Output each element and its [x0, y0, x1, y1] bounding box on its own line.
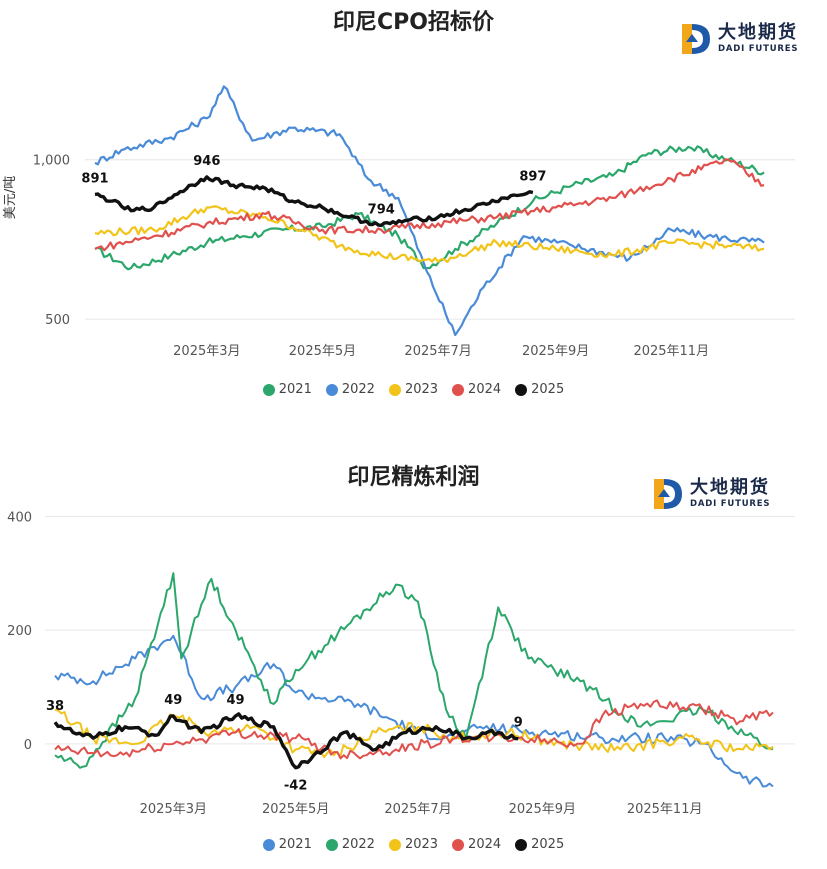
y-tick-label: 400 — [7, 510, 32, 525]
data-label: 9 — [514, 716, 523, 731]
legend-item-2021[interactable]: 2021 — [262, 382, 312, 397]
logo-cn-text: 大地期货 — [690, 477, 770, 499]
chart-title: 印尼精炼利润 — [347, 465, 480, 490]
series-line-2023 — [94, 205, 765, 264]
cpo-price-plot: 500 1,000 美元/吨 2025年3月 2025年5月 2025年7月 2025年9月… — [3, 85, 795, 359]
x-tick-label: 2025年3月 — [140, 802, 207, 817]
legend-label: 2023 — [404, 382, 439, 397]
legend-item-2023[interactable]: 2023 — [388, 837, 439, 852]
legend-item-2025[interactable]: 2025 — [515, 837, 564, 852]
x-tick-label: 2025年7月 — [404, 344, 471, 359]
logo-en-text: DADI FUTURES — [690, 499, 771, 510]
series-line-2025 — [53, 712, 519, 770]
legend-item-2022[interactable]: 2022 — [325, 837, 375, 852]
refining-margin-plot: 0 200 400 2025年3月 2025年5月 2025年7月 2025年9月 2025年… — [7, 510, 795, 817]
refining-margin-chart-panel: 印尼精炼利润 大地期货 DADI FUTURES 0 200 400 2025年3月 2… — [0, 445, 827, 869]
legend-label: 2024 — [468, 382, 502, 397]
series-line-2022 — [94, 85, 765, 337]
series-line-2024 — [94, 158, 765, 252]
legend-item-2025[interactable]: 2025 — [515, 382, 564, 397]
y-tick-label: 500 — [45, 313, 70, 328]
legend-label: 2023 — [404, 837, 439, 852]
chart-legend: 2021 2022 2023 2024 2025 — [0, 382, 827, 397]
legend-dot-icon — [325, 838, 338, 851]
legend-item-2024[interactable]: 2024 — [452, 382, 501, 397]
x-tick-label: 2025年7月 — [384, 802, 451, 817]
legend-dot-icon — [262, 383, 275, 396]
legend-label: 2022 — [341, 382, 375, 397]
data-label: 38 — [46, 699, 64, 714]
series-line-2022 — [54, 572, 774, 769]
legend-label: 2025 — [531, 382, 565, 397]
legend-dot-icon — [388, 383, 401, 396]
legend-dot-icon — [388, 838, 401, 851]
legend-dot-icon — [452, 838, 465, 851]
dadi-futures-logo: 大地期货 DADI FUTURES — [652, 477, 770, 511]
y-tick-label: 1,000 — [33, 154, 70, 169]
legend-label: 2021 — [278, 382, 312, 397]
legend-dot-icon — [325, 383, 338, 396]
data-label: 946 — [193, 154, 220, 169]
legend-dot-icon — [262, 838, 275, 851]
legend-item-2024[interactable]: 2024 — [452, 837, 501, 852]
x-tick-label: 2025年5月 — [262, 802, 329, 817]
cpo-price-chart-panel: 印尼CPO招标价 大地期货 DADI FUTURES 500 1,000 美元/吨 2… — [0, 0, 827, 420]
legend-dot-icon — [515, 838, 528, 851]
legend-label: 2024 — [468, 837, 502, 852]
series-line-2025 — [94, 175, 534, 228]
x-tick-label: 2025年9月 — [509, 802, 576, 817]
legend-item-2021[interactable]: 2021 — [262, 837, 312, 852]
legend-item-2022[interactable]: 2022 — [325, 382, 375, 397]
x-tick-label: 2025年3月 — [173, 344, 240, 359]
data-label: -42 — [284, 779, 308, 794]
legend-dot-icon — [515, 383, 528, 396]
chart-legend: 2021 2022 2023 2024 2025 — [0, 837, 827, 852]
legend-item-2023[interactable]: 2023 — [388, 382, 439, 397]
x-tick-label: 2025年11月 — [633, 344, 709, 359]
x-tick-label: 2025年9月 — [522, 344, 589, 359]
dadi-logo-icon — [682, 24, 710, 54]
data-label: 794 — [368, 202, 395, 217]
series-line-2021 — [54, 634, 774, 788]
legend-label: 2021 — [278, 837, 312, 852]
dadi-logo-icon — [654, 479, 682, 509]
legend-label: 2025 — [531, 837, 565, 852]
x-tick-label: 2025年5月 — [289, 344, 356, 359]
chart-title: 印尼CPO招标价 — [333, 10, 494, 35]
legend-dot-icon — [452, 383, 465, 396]
logo-en-text: DADI FUTURES — [718, 44, 799, 55]
legend-label: 2022 — [341, 837, 375, 852]
data-label: 891 — [81, 171, 108, 186]
series-line-2024 — [54, 699, 774, 760]
series-line-2021 — [94, 145, 765, 271]
data-label: 49 — [164, 693, 182, 708]
data-label: 897 — [519, 170, 546, 185]
x-tick-label: 2025年11月 — [627, 802, 703, 817]
logo-cn-text: 大地期货 — [718, 22, 798, 44]
dadi-futures-logo: 大地期货 DADI FUTURES — [680, 22, 798, 56]
y-tick-label: 200 — [7, 624, 32, 639]
y-axis-label: 美元/吨 — [3, 176, 18, 219]
data-label: 49 — [226, 693, 244, 708]
y-tick-label: 0 — [24, 738, 32, 753]
